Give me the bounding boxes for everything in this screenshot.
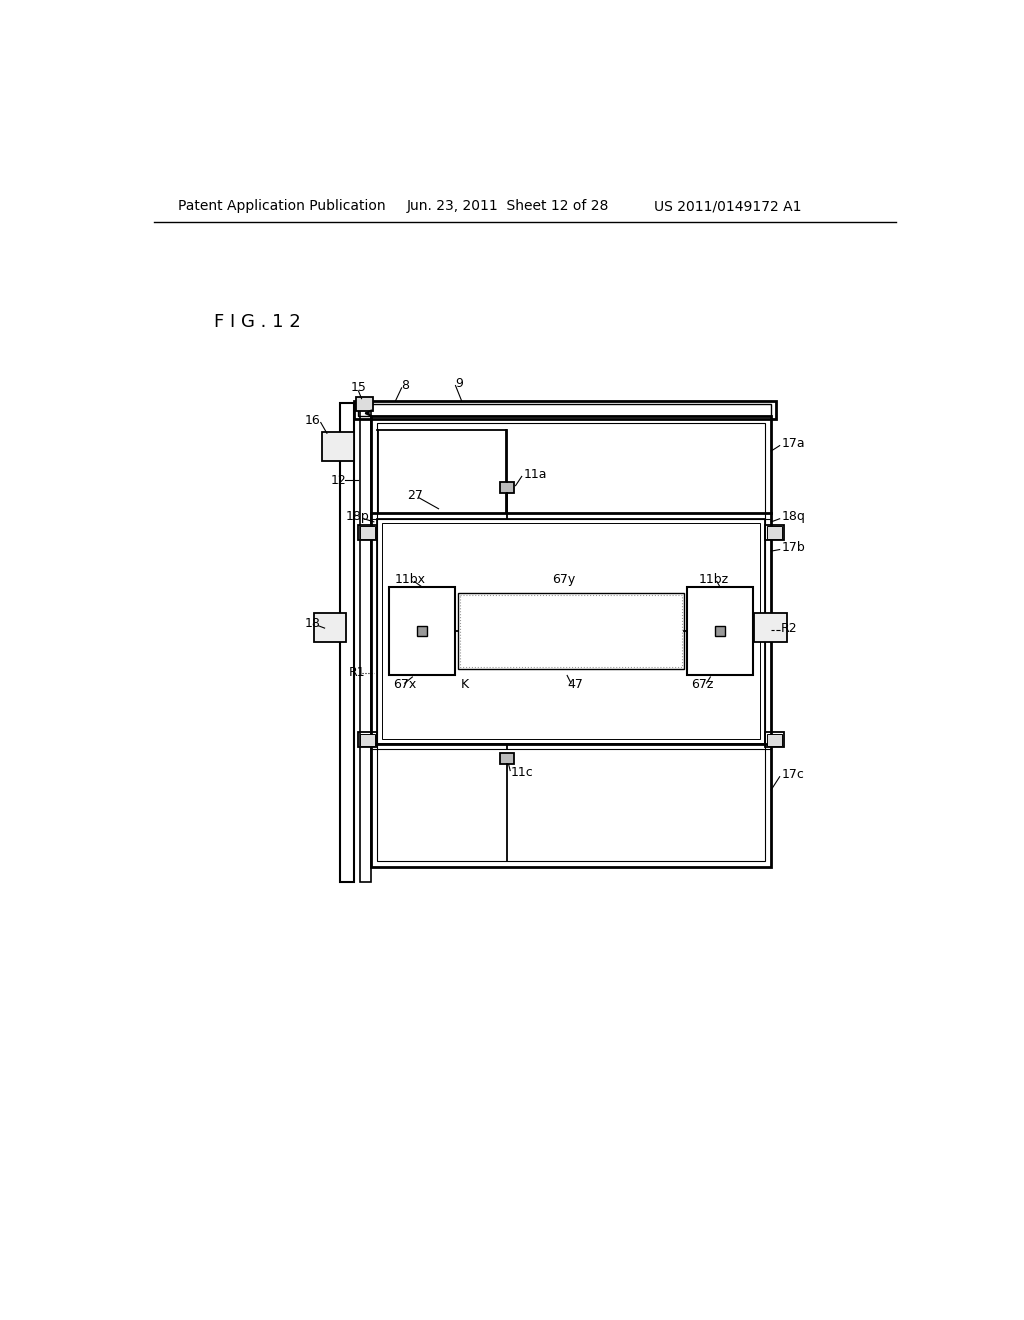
- Text: 11a: 11a: [523, 467, 547, 480]
- Text: 18q: 18q: [781, 510, 805, 523]
- Text: 17b: 17b: [781, 541, 805, 554]
- Text: 11bx: 11bx: [395, 573, 426, 586]
- Text: 67z: 67z: [691, 678, 714, 692]
- Bar: [360, 527, 376, 539]
- Text: 16: 16: [304, 413, 321, 426]
- Bar: [765, 733, 783, 747]
- Text: 17c: 17c: [781, 768, 804, 781]
- Text: 12: 12: [331, 474, 346, 487]
- Text: 11c: 11c: [511, 766, 534, 779]
- Text: 15: 15: [350, 381, 367, 395]
- Bar: [360, 734, 376, 746]
- Bar: [358, 525, 377, 540]
- Bar: [354, 401, 776, 420]
- Bar: [356, 397, 373, 411]
- Bar: [500, 482, 514, 494]
- Bar: [417, 626, 427, 636]
- Text: 18p: 18p: [346, 510, 370, 523]
- Text: 11bz: 11bz: [698, 573, 729, 586]
- Text: R2: R2: [781, 622, 798, 635]
- Text: 18: 18: [304, 616, 321, 630]
- Bar: [358, 404, 771, 416]
- Bar: [382, 524, 761, 739]
- Text: 17a: 17a: [781, 437, 805, 450]
- Bar: [458, 593, 684, 669]
- Bar: [377, 422, 765, 861]
- Text: 67x: 67x: [393, 678, 417, 692]
- Text: 8: 8: [400, 379, 409, 392]
- Bar: [500, 752, 514, 764]
- Bar: [765, 525, 783, 540]
- Text: 67y: 67y: [552, 573, 574, 586]
- Bar: [358, 733, 377, 747]
- Text: Jun. 23, 2011  Sheet 12 of 28: Jun. 23, 2011 Sheet 12 of 28: [407, 199, 608, 213]
- Bar: [767, 734, 782, 746]
- Text: R1: R1: [348, 667, 366, 680]
- Bar: [340, 404, 354, 882]
- Bar: [360, 404, 371, 882]
- Bar: [313, 612, 346, 642]
- Bar: [687, 587, 753, 676]
- Bar: [715, 626, 725, 636]
- Bar: [767, 527, 782, 539]
- Bar: [371, 416, 771, 867]
- Bar: [322, 432, 354, 461]
- Bar: [377, 519, 765, 743]
- Text: Patent Application Publication: Patent Application Publication: [178, 199, 386, 213]
- Text: US 2011/0149172 A1: US 2011/0149172 A1: [654, 199, 802, 213]
- Bar: [755, 612, 786, 642]
- Text: F I G . 1 2: F I G . 1 2: [214, 313, 300, 331]
- Text: 9: 9: [456, 376, 463, 389]
- Text: 47: 47: [567, 678, 583, 692]
- Text: K: K: [461, 678, 469, 692]
- Bar: [389, 587, 455, 676]
- Text: 27: 27: [408, 490, 423, 502]
- Bar: [460, 595, 682, 667]
